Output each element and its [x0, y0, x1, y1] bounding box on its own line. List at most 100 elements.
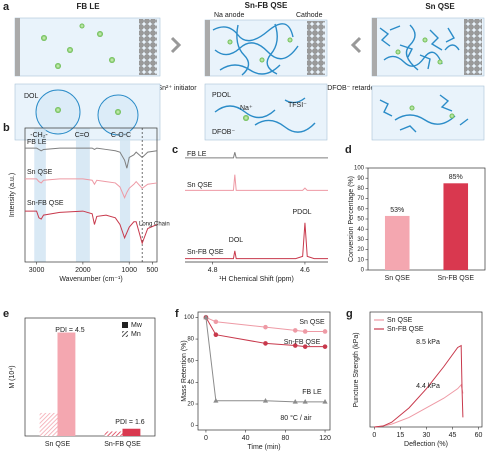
bar: [122, 428, 141, 436]
polymer: [212, 23, 299, 76]
x-tick-label: 15: [396, 432, 404, 439]
annotation: -CH₂-: [30, 132, 48, 139]
annotation: PDI = 4.5: [55, 327, 84, 334]
y-tick-label: 40: [357, 227, 364, 233]
y-tick-label: 80: [187, 337, 194, 343]
series-line: [185, 222, 328, 260]
ions: [395, 37, 443, 65]
y-tick-label: 0: [361, 268, 365, 274]
x-tick-label: 4.6: [300, 267, 310, 274]
series-line: [185, 174, 328, 191]
series-label: FB LE: [27, 139, 47, 146]
x-tick-label: 500: [147, 267, 159, 274]
arrow: [170, 36, 182, 54]
marker: [213, 332, 219, 338]
x-tick-label: 80: [281, 435, 289, 442]
series-line: [374, 344, 464, 428]
marker: [322, 329, 328, 334]
label: Na⁺: [240, 105, 253, 112]
annotation: 80 °C / air: [280, 414, 312, 422]
schematic: a FB LE Sn-FB QSE Sn QSE Na anode Cathod…: [3, 1, 485, 141]
chart-panel: g 0 15 30 45 60 Deflection (%) Puncture Strengt…: [346, 308, 483, 448]
legend-label: Sn QSE: [387, 317, 413, 324]
x-tick-label: 30: [423, 432, 431, 439]
plot-frame: [24, 127, 158, 263]
ion: [115, 109, 121, 115]
annotation: Long Chain: [139, 222, 170, 228]
anode: [205, 20, 210, 76]
panel-label: c: [172, 144, 178, 156]
zoom: [371, 85, 485, 141]
y-tick-label: 90: [357, 176, 364, 182]
x-tick-label: 4.8: [208, 267, 218, 274]
y-tick-label: 80: [357, 186, 364, 192]
label: Cathode: [296, 12, 323, 19]
y-tick-label: 100: [184, 315, 195, 321]
bar: [57, 332, 76, 436]
marker: [302, 329, 308, 334]
label: TFSI⁻: [288, 102, 307, 109]
series-line: [25, 210, 158, 245]
y-axis-label: Intensity (a.u.): [9, 173, 16, 217]
marker: [203, 314, 209, 320]
marker: [292, 399, 298, 404]
plot-frame: [24, 317, 156, 437]
cathode: [139, 19, 157, 75]
polymer: [379, 24, 460, 71]
label: DFOB⁻: [212, 129, 235, 136]
zoom: [204, 83, 328, 141]
value-label: 53%: [390, 207, 404, 214]
x-axis-label: Time (min): [247, 444, 280, 451]
marker: [213, 397, 219, 403]
bar: [443, 183, 469, 270]
y-tick-label: 100: [354, 166, 365, 172]
marker: [322, 399, 328, 404]
series-label: Sn QSE: [299, 319, 325, 326]
series-line: [25, 178, 158, 199]
plot-frame: [197, 311, 331, 431]
arrow: [350, 36, 362, 54]
label: Na anode: [214, 12, 244, 19]
y-tick-label: 20: [357, 247, 364, 253]
marker: [292, 343, 298, 348]
panel-label: f: [175, 308, 179, 320]
annotation: PDI = 1.6: [115, 419, 144, 426]
ion: [243, 115, 249, 121]
y-tick-label: 60: [357, 206, 364, 212]
x-tick-label: Sn-FB QSE: [104, 441, 141, 448]
marker: [263, 341, 268, 346]
x-tick-label: Sn-FB QSE: [437, 275, 474, 282]
annotation: C=O: [75, 132, 90, 139]
series-label: Sn-FB QSE: [27, 200, 64, 207]
chart-panel: e M (10⁴) Sn QSE Sn-FB QSE Mw Mn PDI = 4.5 PDI …: [3, 308, 156, 448]
chart-panel: b 3000 2000 1000 500 Wavenumber (cm⁻¹) Intensi…: [3, 122, 170, 283]
label: DOL: [24, 93, 39, 100]
series-line: [374, 383, 464, 428]
legend-swatch: [122, 322, 128, 328]
panel-label: a: [3, 1, 10, 13]
band: [75, 128, 90, 262]
series-label: FB LE: [302, 389, 322, 396]
x-tick-label: 0: [372, 432, 376, 439]
y-tick-label: 20: [187, 402, 194, 408]
series-label: Sn-FB QSE: [187, 249, 224, 256]
y-tick-label: 50: [357, 217, 364, 223]
marker: [302, 344, 308, 349]
bar: [39, 412, 58, 436]
panel-label: g: [346, 308, 353, 320]
x-axis-label: Wavenumber (cm⁻¹): [59, 276, 122, 283]
cell: [14, 17, 161, 77]
ion: [55, 107, 61, 113]
band: [34, 128, 46, 262]
chart-panel: c 4.8 4.6 ¹H Chemical Shift (ppm) FB LE Sn QS…: [172, 144, 328, 283]
x-tick-label: Sn QSE: [385, 275, 411, 282]
legend-label: Sn-FB QSE: [387, 326, 424, 333]
schematic-title: FB LE: [76, 2, 100, 11]
cathode: [464, 19, 482, 75]
panel-label: d: [345, 144, 352, 156]
panel-label: e: [3, 308, 9, 320]
polymer: [379, 94, 469, 133]
x-tick-label: 40: [242, 435, 250, 442]
x-tick-label: 45: [449, 432, 457, 439]
